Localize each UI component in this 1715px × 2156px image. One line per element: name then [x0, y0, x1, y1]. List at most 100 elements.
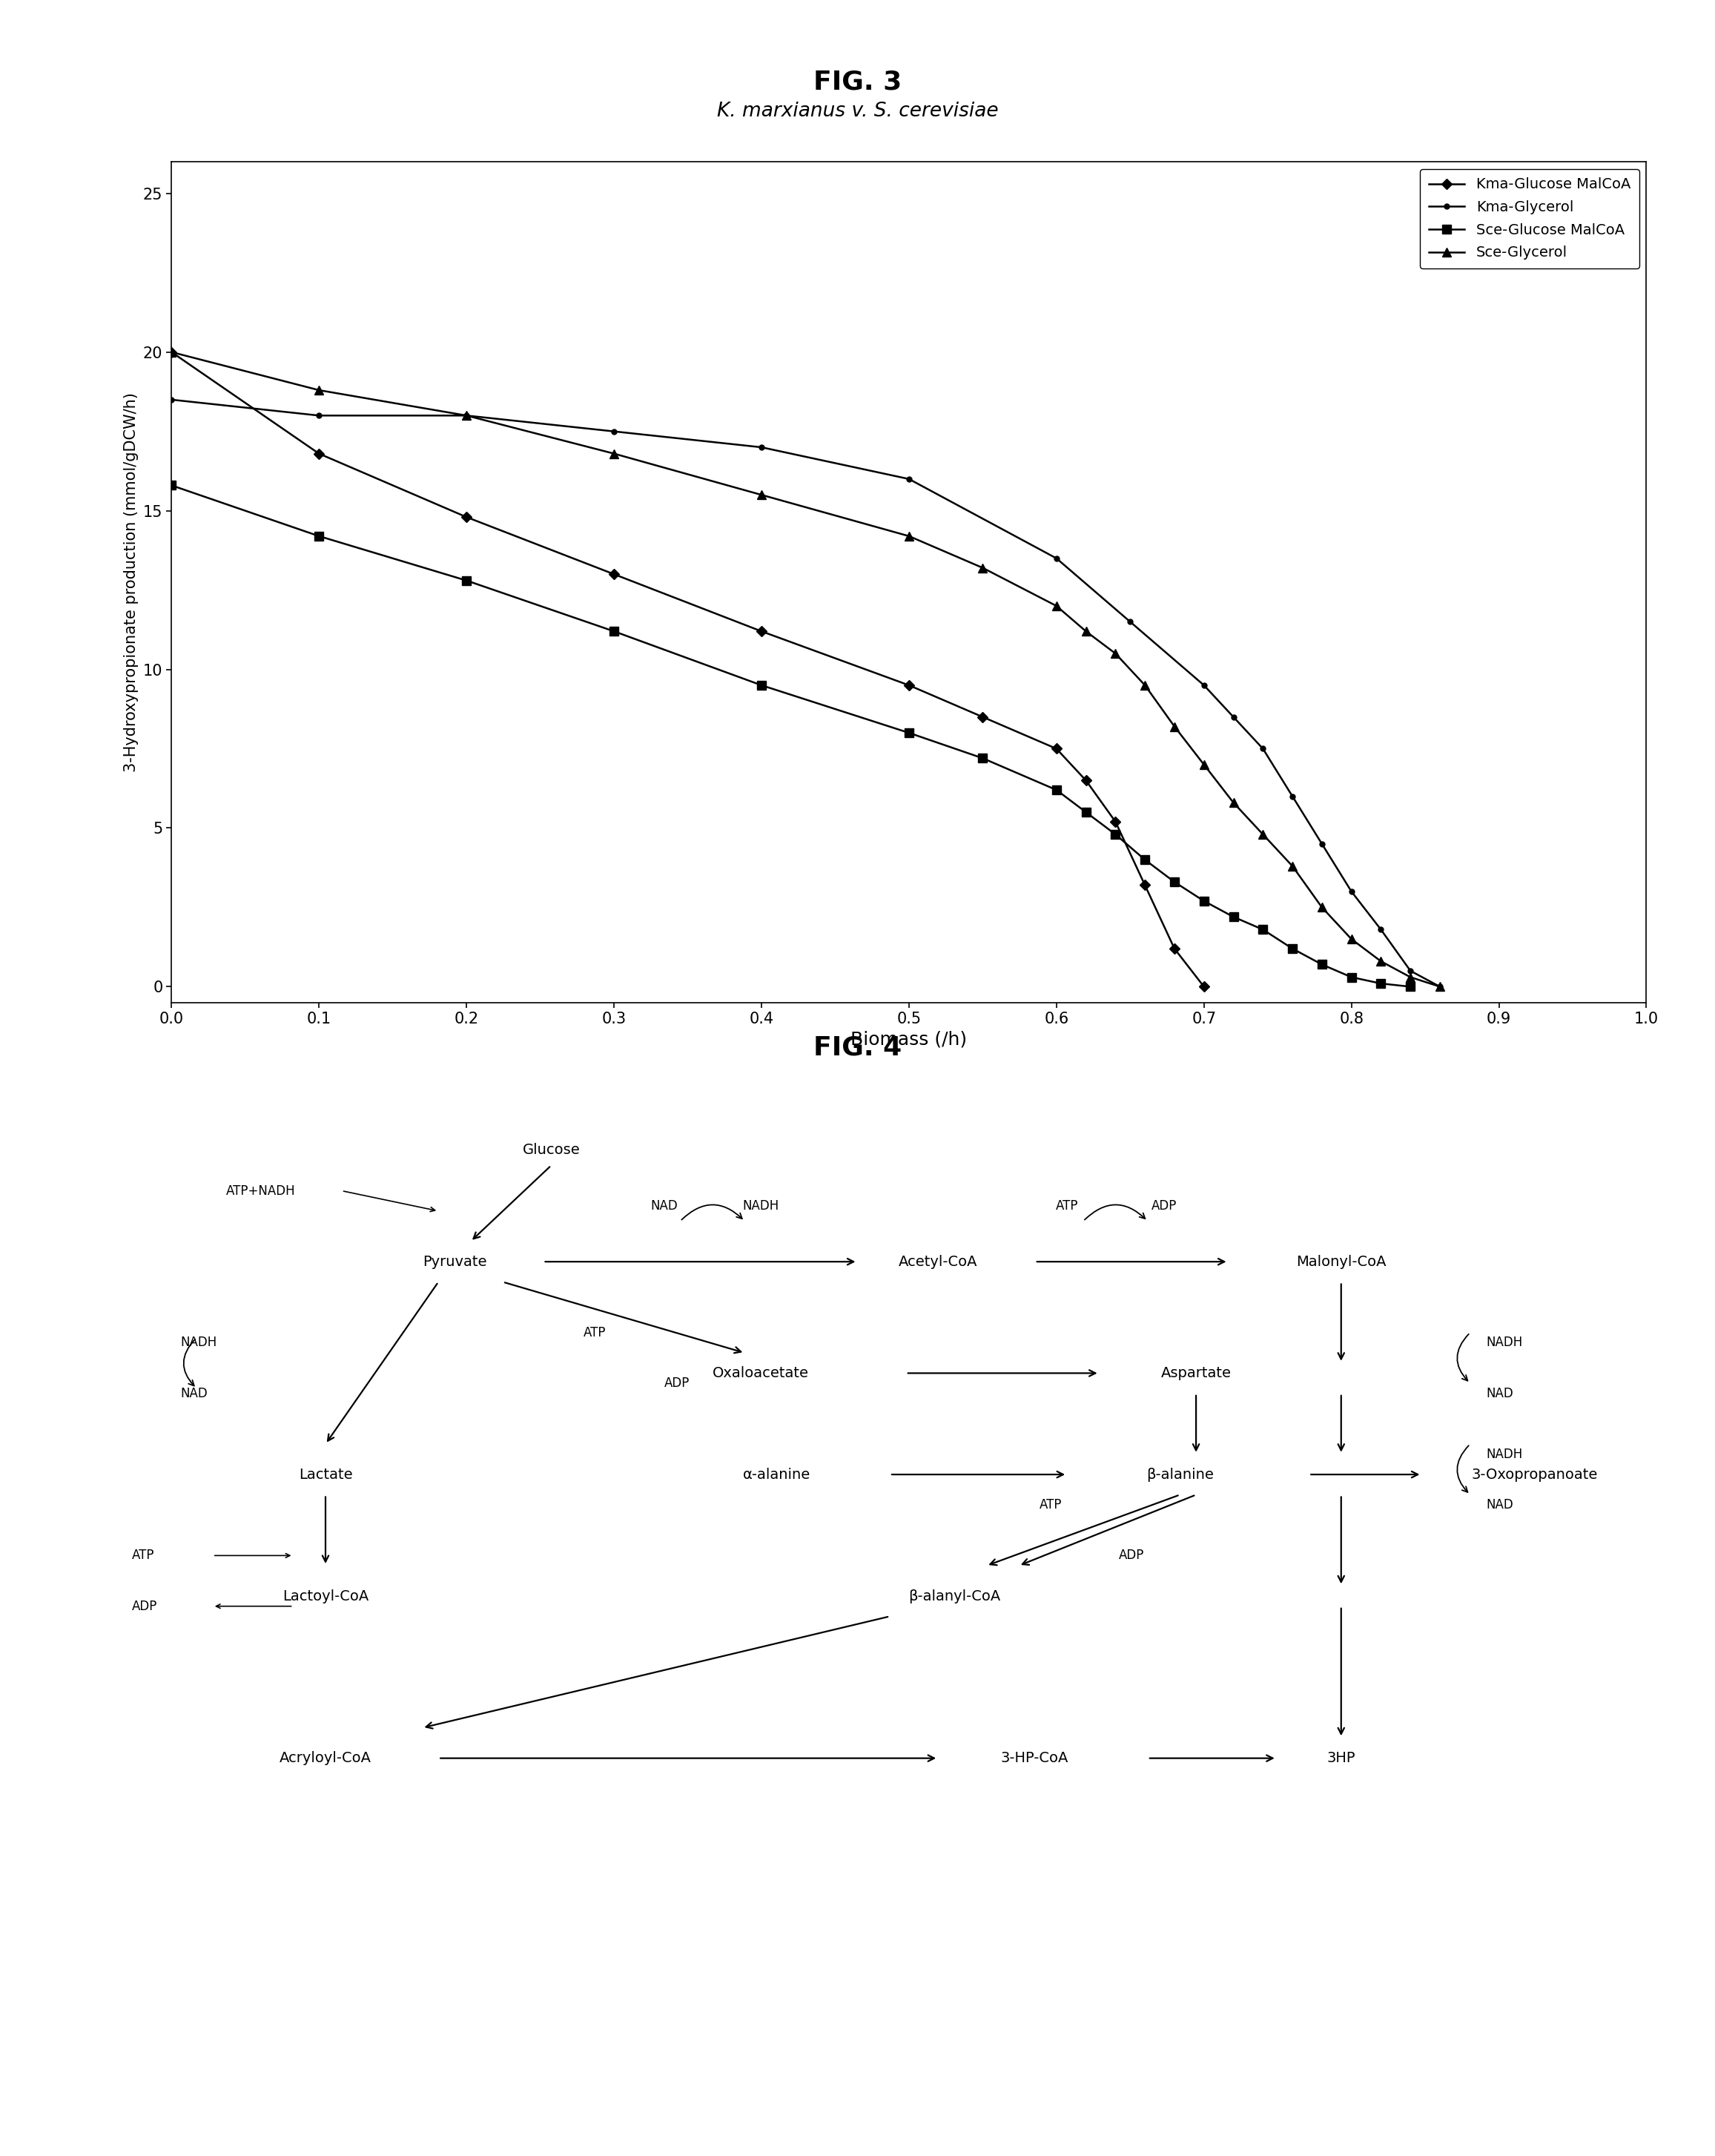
Kma-Glucose MalCoA [1075, 768, 1096, 793]
Sce-Glycerol [1430, 975, 1451, 1000]
Text: Lactate: Lactate [298, 1468, 352, 1481]
Sce-Glucose MalCoA [1194, 888, 1214, 914]
Sce-Glycerol [1075, 619, 1096, 645]
Sce-Glucose MalCoA [1283, 936, 1303, 962]
Sce-Glycerol [1223, 789, 1243, 815]
Text: Oxaloacetate: Oxaloacetate [712, 1367, 809, 1380]
Text: β-alanine: β-alanine [1146, 1468, 1214, 1481]
Sce-Glycerol [1283, 854, 1303, 880]
Sce-Glucose MalCoA [309, 524, 329, 550]
Text: ADP: ADP [1118, 1548, 1144, 1563]
Text: Pyruvate: Pyruvate [422, 1255, 487, 1268]
Sce-Glucose MalCoA [1252, 916, 1273, 942]
Text: ADP: ADP [664, 1378, 689, 1391]
Text: Malonyl-CoA: Malonyl-CoA [1297, 1255, 1386, 1268]
Sce-Glucose MalCoA [1223, 903, 1243, 929]
Sce-Glycerol [751, 483, 772, 509]
Sce-Glycerol [1252, 821, 1273, 847]
Sce-Glycerol [1312, 895, 1333, 921]
Sce-Glycerol [1046, 593, 1067, 619]
Sce-Glycerol [309, 377, 329, 403]
Kma-Glycerol [1399, 957, 1420, 983]
Kma-Glycerol [604, 418, 624, 444]
Sce-Glucose MalCoA [1312, 951, 1333, 977]
Sce-Glycerol [1370, 949, 1391, 975]
X-axis label: Biomass (/h): Biomass (/h) [851, 1031, 967, 1048]
Kma-Glycerol [1283, 783, 1303, 808]
Kma-Glycerol [899, 466, 919, 492]
Sce-Glucose MalCoA [1075, 800, 1096, 826]
Text: NADH: NADH [1487, 1337, 1523, 1350]
Kma-Glycerol [456, 403, 477, 429]
Sce-Glucose MalCoA [1104, 821, 1125, 847]
Text: NAD: NAD [1487, 1498, 1513, 1511]
Sce-Glycerol [1399, 964, 1420, 990]
Kma-Glucose MalCoA [899, 673, 919, 699]
Sce-Glucose MalCoA [899, 720, 919, 746]
Text: ADP: ADP [1151, 1199, 1176, 1212]
Text: K. marxianus v. S. cerevisiae: K. marxianus v. S. cerevisiae [717, 101, 998, 121]
Sce-Glycerol [1104, 640, 1125, 666]
Line: Kma-Glucose MalCoA: Kma-Glucose MalCoA [168, 349, 1207, 990]
Sce-Glucose MalCoA [161, 472, 182, 498]
Text: NAD: NAD [1487, 1386, 1513, 1399]
Line: Sce-Glucose MalCoA: Sce-Glucose MalCoA [168, 481, 1415, 992]
Text: ATP: ATP [1056, 1199, 1079, 1212]
Text: Glucose: Glucose [523, 1143, 580, 1158]
Text: FIG. 3: FIG. 3 [813, 69, 902, 95]
Sce-Glucose MalCoA [456, 567, 477, 593]
Sce-Glycerol [1194, 752, 1214, 778]
Kma-Glucose MalCoA [1194, 975, 1214, 1000]
Kma-Glycerol [1046, 545, 1067, 571]
Sce-Glycerol [1135, 673, 1156, 699]
Sce-Glucose MalCoA [1341, 964, 1362, 990]
Text: ATP+NADH: ATP+NADH [226, 1184, 295, 1197]
Text: NADH: NADH [1487, 1447, 1523, 1462]
Text: ATP: ATP [132, 1548, 154, 1563]
Text: 3-Oxopropanoate: 3-Oxopropanoate [1471, 1468, 1598, 1481]
Text: 3-HP-CoA: 3-HP-CoA [1002, 1751, 1068, 1766]
Kma-Glucose MalCoA [1135, 873, 1156, 899]
Text: FIG. 4: FIG. 4 [813, 1035, 902, 1061]
Kma-Glucose MalCoA [604, 561, 624, 586]
Kma-Glucose MalCoA [161, 338, 182, 364]
Kma-Glycerol [1430, 975, 1451, 1000]
Text: Acryloyl-CoA: Acryloyl-CoA [280, 1751, 372, 1766]
Line: Kma-Glycerol: Kma-Glycerol [168, 397, 1442, 990]
Text: NAD: NAD [180, 1386, 208, 1399]
Sce-Glycerol [456, 403, 477, 429]
Sce-Glycerol [1164, 714, 1185, 740]
Kma-Glycerol [1223, 705, 1243, 731]
Sce-Glycerol [899, 524, 919, 550]
Sce-Glycerol [972, 554, 993, 580]
Text: ATP: ATP [583, 1326, 605, 1339]
Sce-Glucose MalCoA [1046, 776, 1067, 802]
Sce-Glycerol [161, 338, 182, 364]
Text: Aspartate: Aspartate [1161, 1367, 1231, 1380]
Text: ADP: ADP [132, 1600, 158, 1613]
Text: Lactoyl-CoA: Lactoyl-CoA [283, 1589, 369, 1604]
Kma-Glucose MalCoA [1046, 735, 1067, 761]
Kma-Glycerol [1194, 673, 1214, 699]
Text: NAD: NAD [650, 1199, 677, 1212]
Text: ATP: ATP [1039, 1498, 1062, 1511]
Text: NADH: NADH [743, 1199, 779, 1212]
Sce-Glycerol [604, 440, 624, 466]
Kma-Glycerol [1312, 830, 1333, 856]
Kma-Glucose MalCoA [309, 440, 329, 466]
Text: NADH: NADH [180, 1337, 216, 1350]
Text: β-alanyl-CoA: β-alanyl-CoA [909, 1589, 1000, 1604]
Sce-Glucose MalCoA [972, 746, 993, 772]
Sce-Glucose MalCoA [1135, 847, 1156, 873]
Kma-Glycerol [1252, 735, 1273, 761]
Sce-Glucose MalCoA [604, 619, 624, 645]
Y-axis label: 3-Hydroxypropionate production (mmol/gDCW/h): 3-Hydroxypropionate production (mmol/gDC… [123, 392, 139, 772]
Text: α-alanine: α-alanine [743, 1468, 811, 1481]
Kma-Glucose MalCoA [751, 619, 772, 645]
Kma-Glucose MalCoA [456, 505, 477, 530]
Sce-Glucose MalCoA [1370, 970, 1391, 996]
Kma-Glycerol [309, 403, 329, 429]
Kma-Glycerol [1341, 877, 1362, 903]
Kma-Glycerol [161, 386, 182, 412]
Text: Acetyl-CoA: Acetyl-CoA [899, 1255, 978, 1268]
